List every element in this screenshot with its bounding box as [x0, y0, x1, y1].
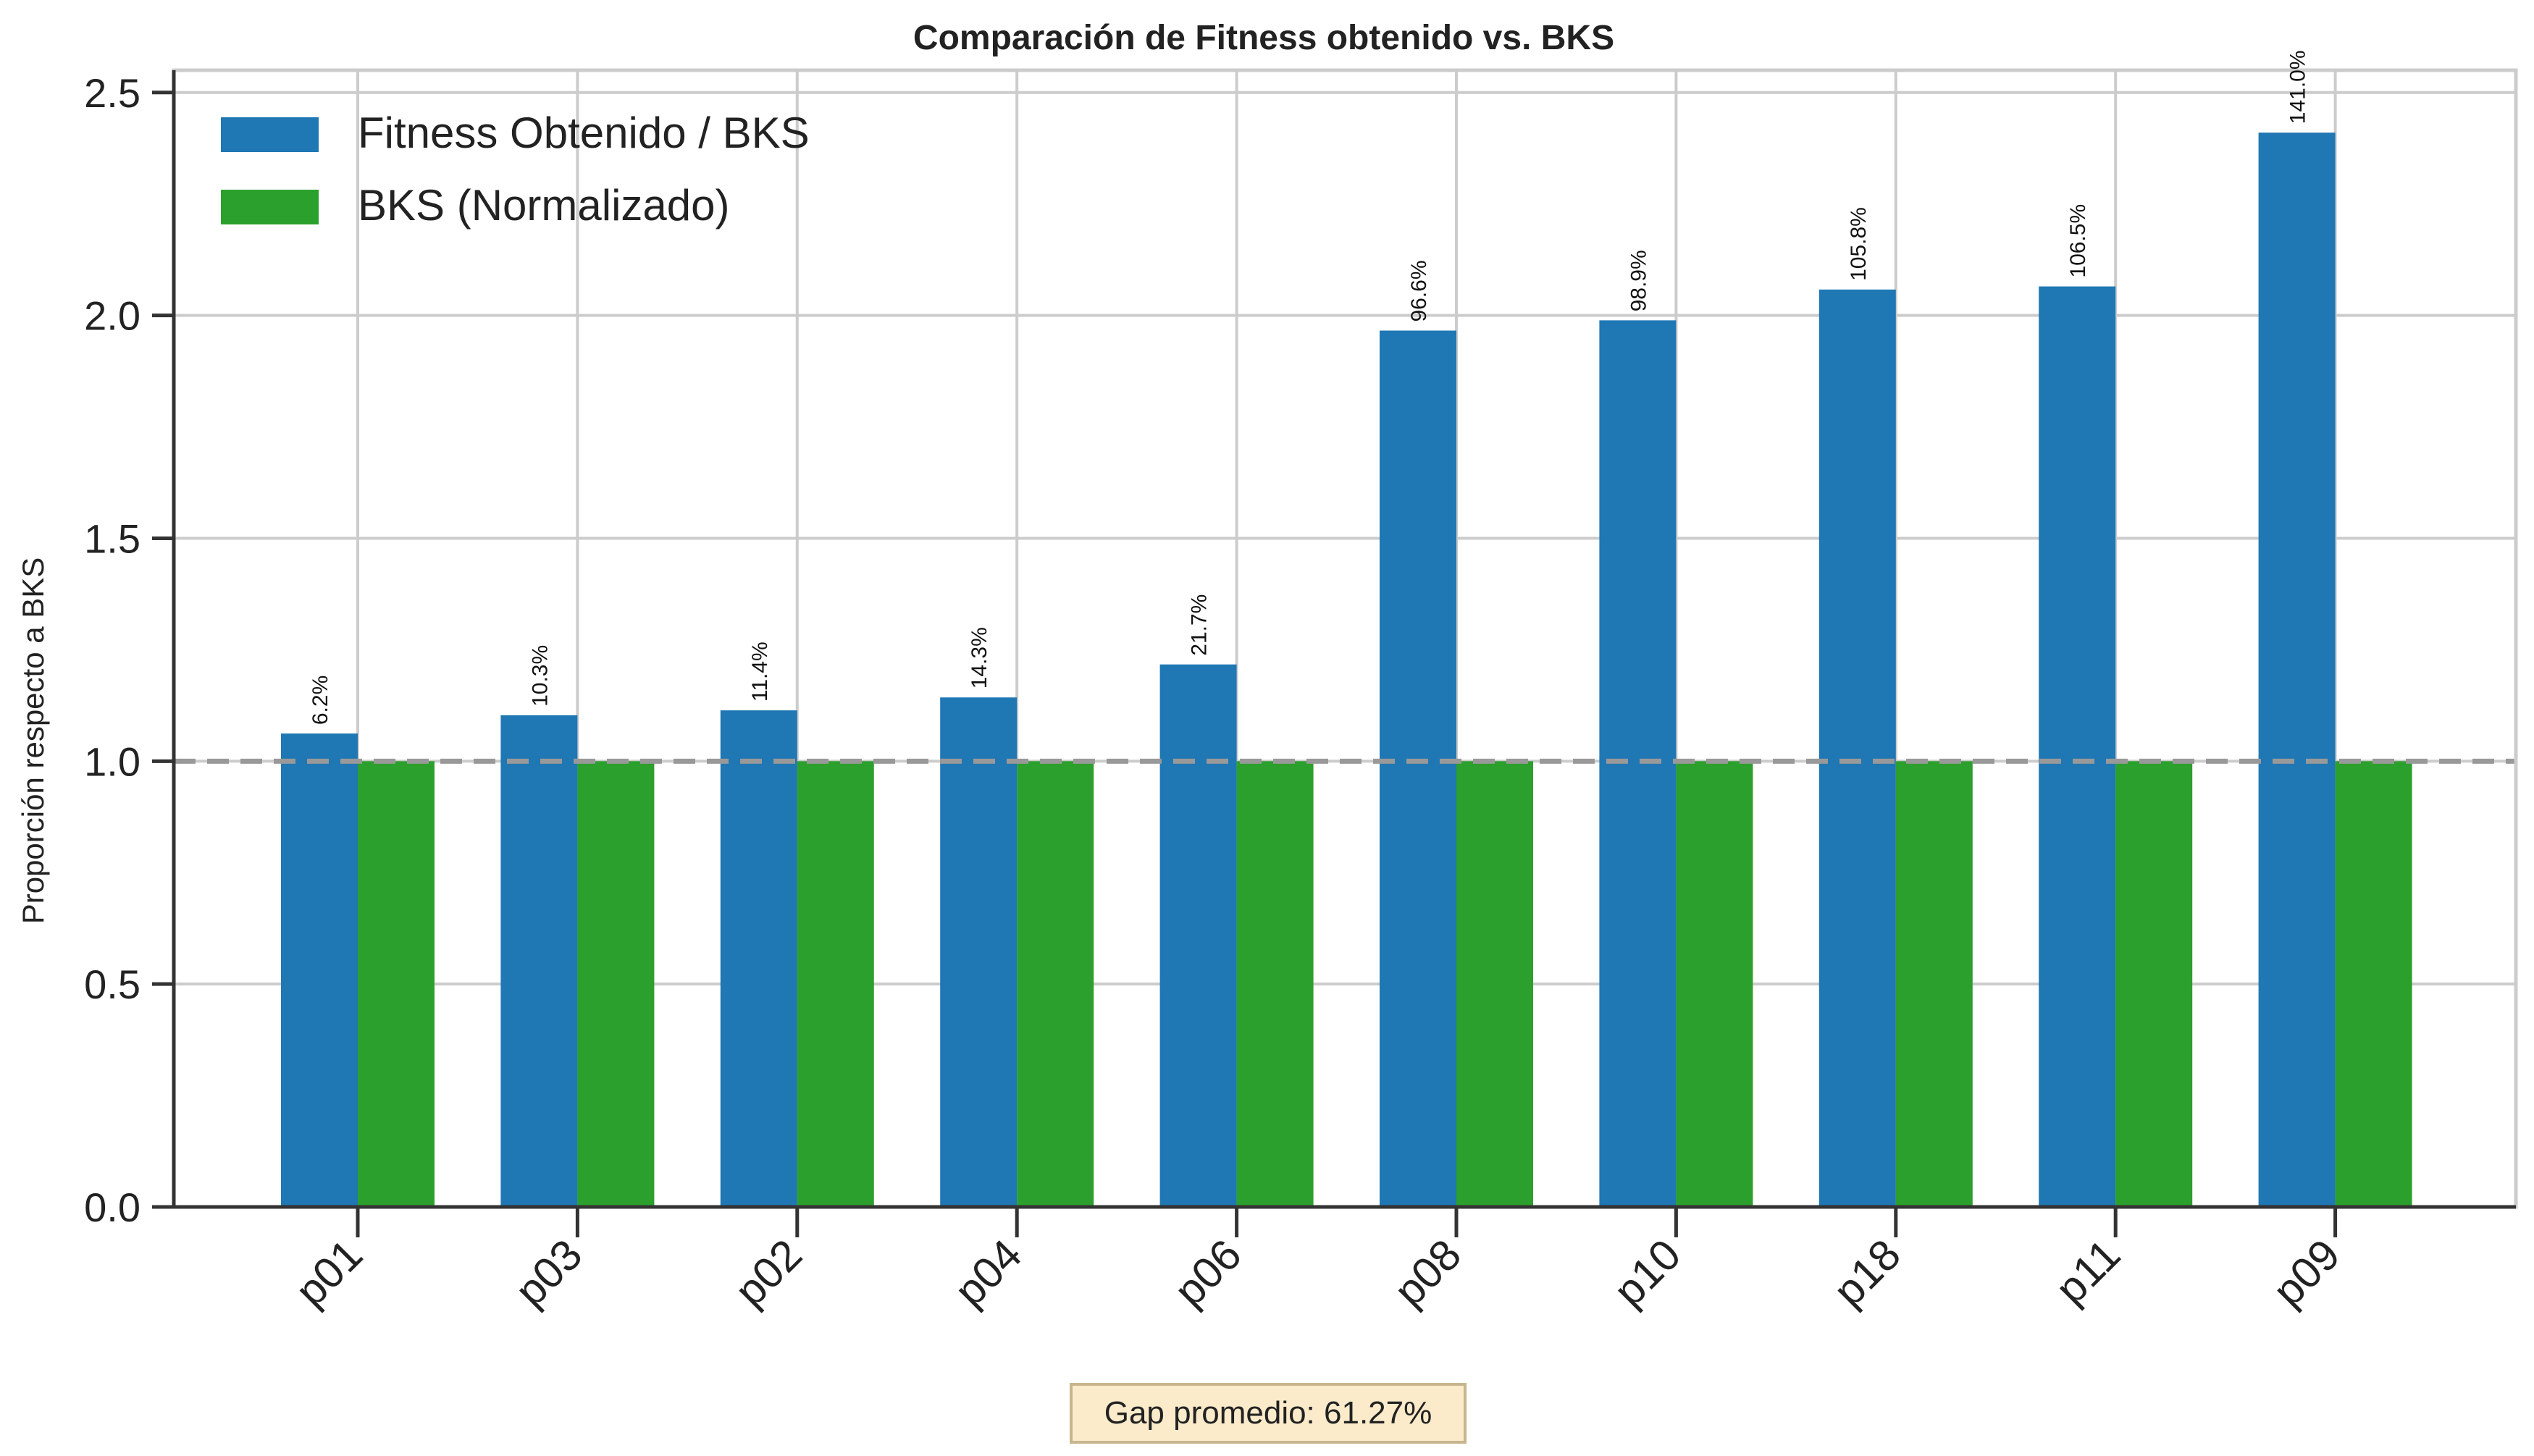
bar-fitness-p18 — [1818, 289, 1896, 1208]
bar-bks-p11 — [2115, 761, 2193, 1207]
bar-fitness-p04 — [940, 697, 1018, 1207]
bars — [281, 132, 2412, 1208]
x-tick-label-p08: p08 — [1385, 1230, 1470, 1316]
legend-swatch-1 — [221, 190, 319, 224]
bar-fitness-p06 — [1159, 664, 1237, 1207]
data-label-p02: 11.4% — [748, 641, 772, 702]
legend-label-0: Fitness Obtenido / BKS — [358, 109, 810, 157]
bar-bks-p01 — [358, 761, 435, 1207]
bar-bks-p02 — [797, 761, 874, 1207]
x-tick-label-p02: p02 — [726, 1230, 811, 1316]
data-label-p04: 14.3% — [968, 627, 991, 689]
plot-frame — [172, 68, 2518, 1209]
legend-label-1: BKS (Normalizado) — [358, 181, 730, 230]
bar-bks-p03 — [577, 761, 655, 1207]
bar-bks-p04 — [1017, 761, 1094, 1207]
bar-fitness-p01 — [281, 733, 358, 1207]
x-tick-label-p03: p03 — [505, 1230, 591, 1316]
bar-fitness-p11 — [2039, 286, 2116, 1207]
x-tick-label-p04: p04 — [945, 1230, 1031, 1316]
bar-bks-p09 — [2335, 761, 2412, 1207]
legend: Fitness Obtenido / BKS BKS (Normalizado) — [221, 109, 810, 230]
data-label-p03: 10.3% — [528, 645, 552, 707]
y-tick-label: 2.0 — [84, 293, 140, 339]
bar-fitness-p08 — [1380, 330, 1456, 1207]
bar-bks-p06 — [1236, 761, 1314, 1207]
bar-bks-p10 — [1676, 761, 1753, 1207]
data-labels: 6.2% 10.3% 11.4% 14.3% 21.7% 96.6% 98.9% 105.8%… — [309, 50, 2310, 725]
x-tick-label-p06: p06 — [1165, 1230, 1251, 1316]
y-tick-label: 0.0 — [84, 1184, 140, 1230]
x-tick-label-p10: p10 — [1604, 1230, 1690, 1316]
x-tick-label-p01: p01 — [286, 1230, 372, 1316]
gap-annotation: Gap promedio: 61.27% — [1070, 1383, 1467, 1444]
data-label-p10: 98.9% — [1627, 250, 1650, 311]
data-label-p11: 106.5% — [2066, 204, 2090, 278]
y-tick-label: 2.5 — [84, 70, 140, 116]
y-tick-label: 0.5 — [84, 961, 140, 1007]
data-label-p06: 21.7% — [1188, 594, 1212, 656]
x-tick-label-p09: p09 — [2264, 1230, 2349, 1316]
bar-fitness-p02 — [720, 710, 797, 1207]
y-tick-label: 1.0 — [84, 738, 140, 784]
data-label-p08: 96.6% — [1407, 260, 1431, 321]
x-tick-label-p11: p11 — [2046, 1230, 2129, 1313]
bar-bks-p08 — [1456, 761, 1533, 1207]
bar-bks-p18 — [1895, 761, 1973, 1207]
bar-fitness-p03 — [500, 715, 578, 1207]
chart-title: Comparación de Fitness obtenido vs. BKS — [913, 19, 1614, 57]
data-label-p18: 105.8% — [1847, 207, 1871, 281]
y-axis-label: Proporción respecto a BKS — [16, 557, 50, 925]
y-tick-label: 1.5 — [84, 516, 140, 561]
bar-fitness-p09 — [2258, 132, 2336, 1208]
legend-swatch-0 — [221, 117, 319, 152]
data-label-p09: 141.0% — [2286, 50, 2310, 124]
x-tick-label-p18: p18 — [1824, 1230, 1910, 1316]
data-label-p01: 6.2% — [309, 676, 332, 725]
